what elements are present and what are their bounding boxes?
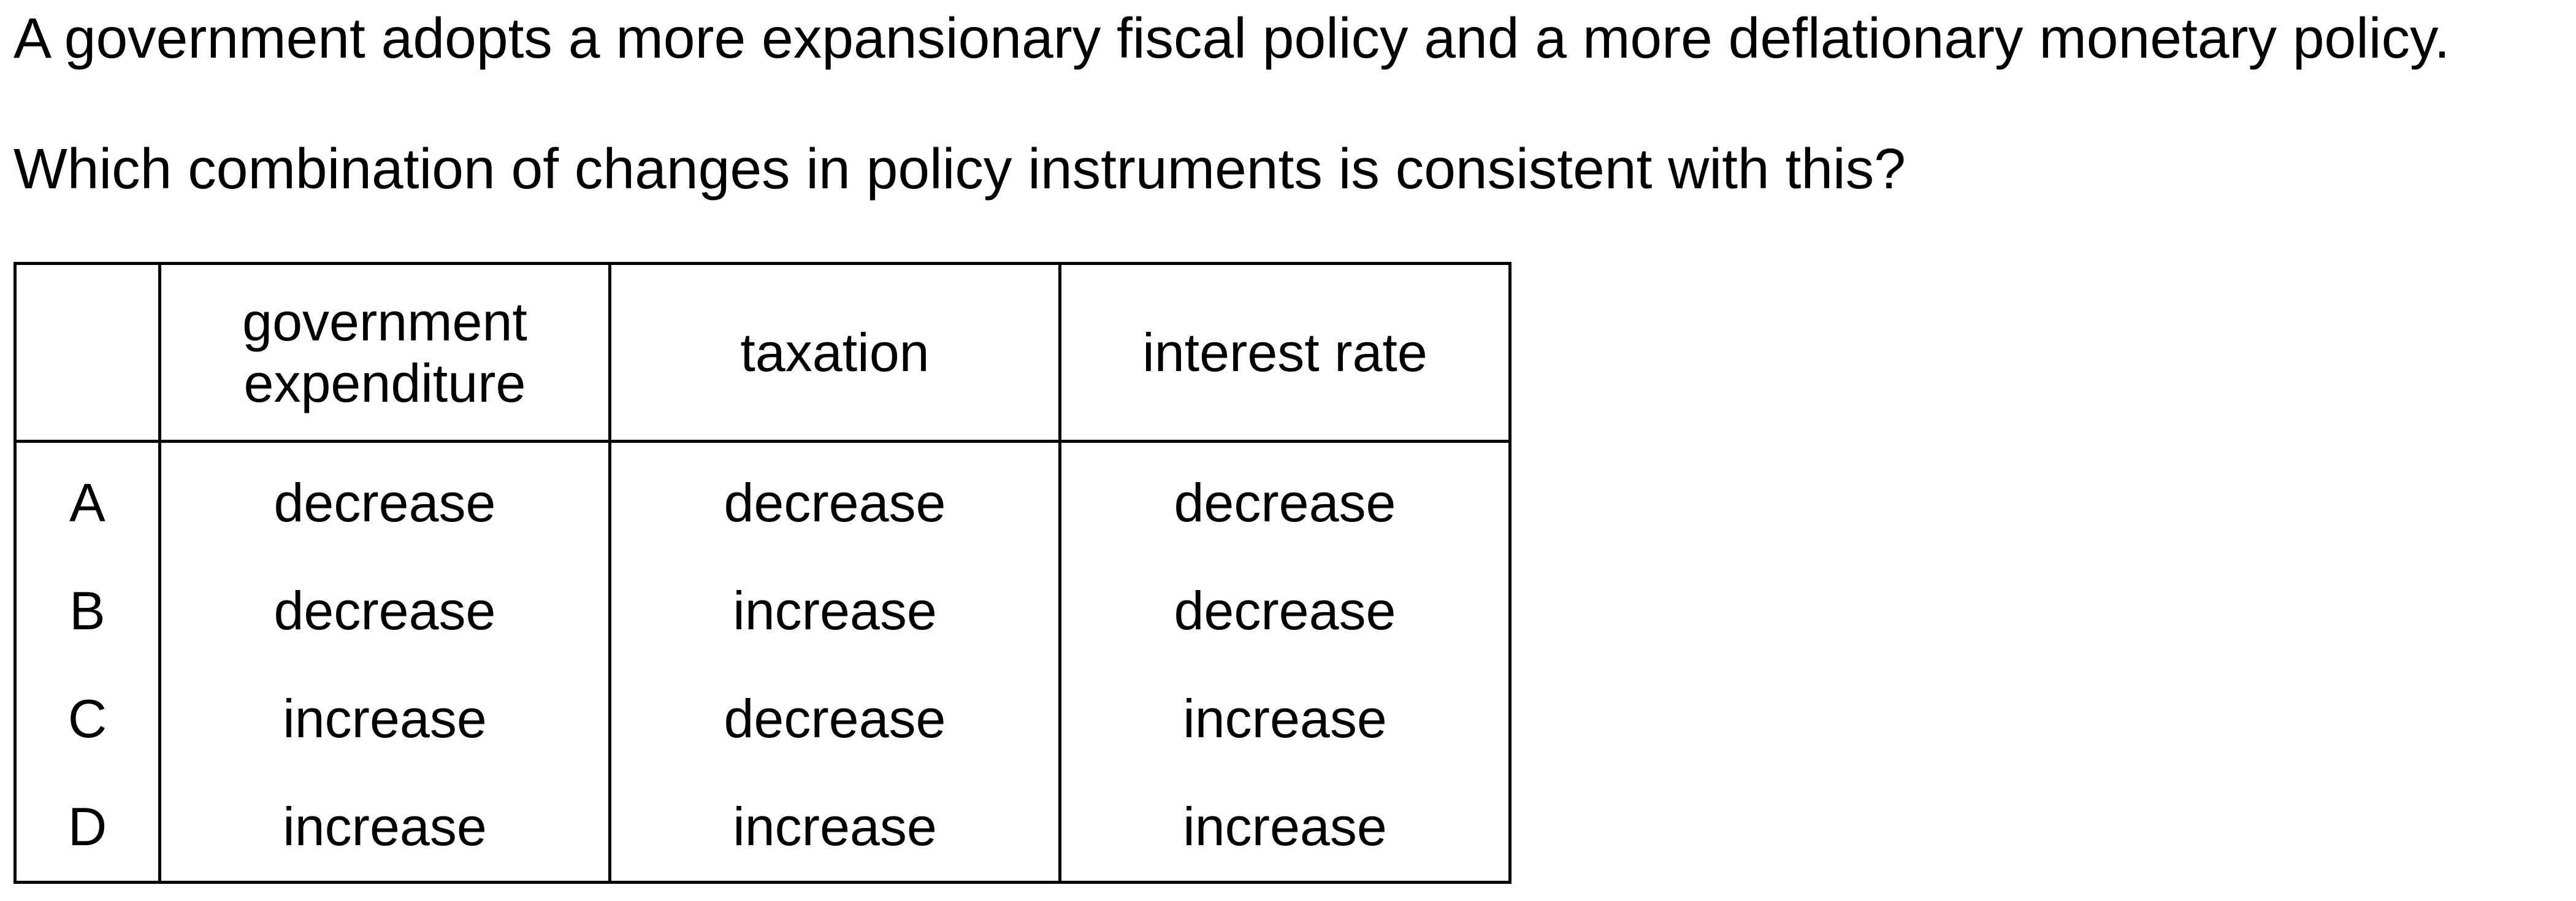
cell-taxation: decrease bbox=[608, 441, 1061, 557]
table-row-a: A decrease decrease decrease bbox=[13, 441, 1512, 557]
options-table: government expenditure taxation interest… bbox=[13, 262, 1512, 884]
option-letter: A bbox=[13, 441, 161, 557]
cell-interest-rate: increase bbox=[1058, 665, 1512, 773]
question-prompt: Which combination of changes in policy i… bbox=[13, 137, 1906, 201]
header-interest-rate: interest rate bbox=[1058, 262, 1512, 443]
table-row-c: C increase decrease increase bbox=[13, 665, 1512, 773]
cell-taxation: increase bbox=[608, 557, 1061, 665]
cell-taxation: decrease bbox=[608, 665, 1061, 773]
cell-government-expenditure: increase bbox=[158, 665, 611, 773]
header-row: government expenditure taxation interest… bbox=[13, 262, 1512, 443]
header-taxation: taxation bbox=[608, 262, 1061, 443]
header-government-expenditure: government expenditure bbox=[158, 262, 611, 443]
option-letter: D bbox=[13, 773, 161, 884]
cell-interest-rate: increase bbox=[1058, 773, 1512, 884]
cell-interest-rate: decrease bbox=[1058, 557, 1512, 665]
option-letter: B bbox=[13, 557, 161, 665]
cell-taxation: increase bbox=[608, 773, 1061, 884]
cell-government-expenditure: decrease bbox=[158, 441, 611, 557]
table-row-b: B decrease increase decrease bbox=[13, 557, 1512, 665]
option-letter: C bbox=[13, 665, 161, 773]
question-stem: A government adopts a more expansionary … bbox=[13, 6, 2450, 70]
cell-interest-rate: decrease bbox=[1058, 441, 1512, 557]
table-row-d: D increase increase increase bbox=[13, 773, 1512, 884]
cell-government-expenditure: decrease bbox=[158, 557, 611, 665]
cell-government-expenditure: increase bbox=[158, 773, 611, 884]
header-letter-cell bbox=[13, 262, 161, 443]
